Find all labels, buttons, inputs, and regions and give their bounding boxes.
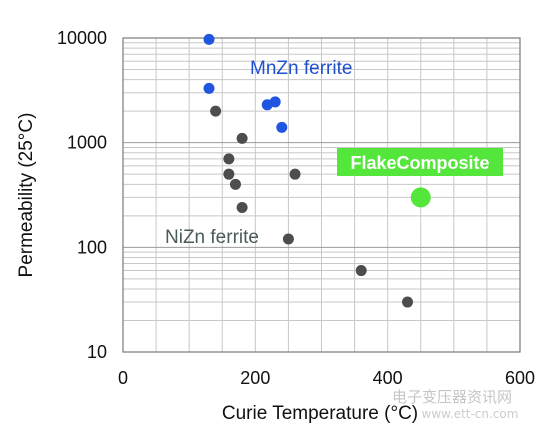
x-tick-label: 200: [240, 368, 270, 388]
data-point-nizn-ferrite: [223, 168, 235, 180]
y-tick-label: 10: [87, 342, 107, 362]
x-axis-title: Curie Temperature (°C): [222, 403, 418, 424]
x-tick-label: 600: [505, 368, 535, 388]
data-point-nizn-ferrite: [236, 202, 248, 214]
data-points: [203, 33, 431, 308]
y-tick-label: 10000: [57, 28, 107, 48]
x-tick-label: 400: [373, 368, 403, 388]
plot-frame: [122, 37, 521, 353]
y-axis-title: Permeability (25°C): [16, 113, 37, 278]
data-point-mnzn-ferrite: [203, 82, 215, 94]
data-point-nizn-ferrite: [236, 132, 248, 144]
x-tick-label: 0: [118, 368, 128, 388]
flake-composite-label: FlakeComposite: [350, 153, 489, 173]
axis-ticks: 0 200 400 600 10 100 1000 10000: [57, 28, 535, 388]
data-point-nizn-ferrite: [223, 153, 235, 165]
data-point-nizn-ferrite: [210, 105, 222, 117]
data-point-flakecomposite: [410, 187, 431, 208]
flake-composite-label-box: [337, 148, 503, 176]
data-point-nizn-ferrite: [282, 233, 294, 245]
data-point-mnzn-ferrite: [203, 33, 215, 45]
data-point-nizn-ferrite: [289, 168, 301, 180]
data-point-nizn-ferrite: [402, 296, 414, 308]
y-tick-label: 1000: [67, 133, 107, 153]
mnzn-ferrite-label: MnZn ferrite: [250, 58, 352, 79]
y-tick-label: 100: [77, 237, 107, 257]
data-point-nizn-ferrite: [229, 178, 241, 190]
watermark-text: 电子变压器资讯网: [392, 388, 512, 406]
watermark-url: www.ett-cn.com: [422, 407, 519, 421]
data-point-mnzn-ferrite: [276, 121, 288, 133]
nizn-ferrite-label: NiZn ferrite: [165, 227, 259, 248]
data-point-nizn-ferrite: [355, 265, 367, 277]
grid-lines: [123, 38, 520, 352]
data-point-mnzn-ferrite: [269, 96, 281, 108]
plot-area-border: [122, 37, 521, 353]
